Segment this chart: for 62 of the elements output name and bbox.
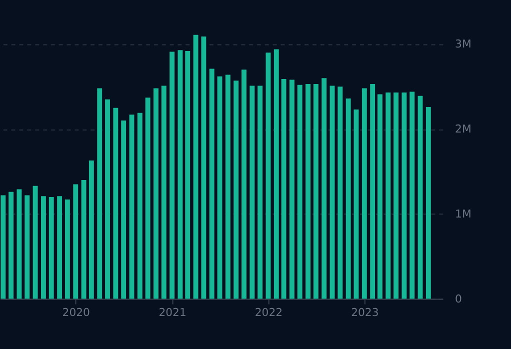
bar [274,49,279,299]
bar [346,98,351,299]
bar [145,98,150,299]
bar [154,88,158,299]
bar [48,196,54,299]
bar [289,80,294,299]
bar [16,189,22,299]
bar [105,99,110,299]
bar [217,76,222,299]
bar [362,88,367,299]
x-tick-label: 2020 [62,306,90,320]
bar [322,78,327,299]
bar [297,84,302,299]
bar [418,96,423,299]
y-tick-label: 0 [455,292,462,306]
bar [97,88,102,299]
bar [370,84,376,299]
y-tick-label: 1M [455,207,472,220]
bar [242,70,246,299]
bar [426,106,431,299]
x-tick-label: 2022 [254,306,283,320]
bar [88,160,94,299]
bar [185,50,190,299]
bar [330,86,335,299]
bar [64,199,70,299]
bar [193,34,198,299]
x-tick-label: 2021 [158,306,186,320]
bar [338,86,343,299]
bar [137,112,142,299]
bar [113,108,118,299]
bar [258,86,263,299]
bar [386,92,391,299]
bar [281,78,286,299]
bar [161,86,166,299]
bar [410,92,415,299]
bar [209,68,214,299]
x-tick-label: 2023 [351,306,379,320]
bar [313,84,318,299]
bar [306,84,310,299]
bar [354,110,359,299]
y-tick-label: 3M [455,38,472,51]
bar [24,195,30,299]
bar [73,184,78,299]
bar [201,36,206,299]
bar [250,86,255,299]
bar [129,114,134,299]
bar [402,92,407,299]
bar [81,180,86,299]
bar [8,192,14,299]
bar [170,52,175,299]
bar [377,94,382,299]
bar [121,120,126,299]
bar [225,74,230,299]
bar [394,92,399,299]
bar [234,80,239,299]
bar [57,196,62,299]
bar [32,186,38,299]
bar [41,196,46,299]
bar [0,195,6,299]
bar [266,52,271,299]
bar [178,50,183,299]
y-tick-label: 2M [455,122,472,136]
